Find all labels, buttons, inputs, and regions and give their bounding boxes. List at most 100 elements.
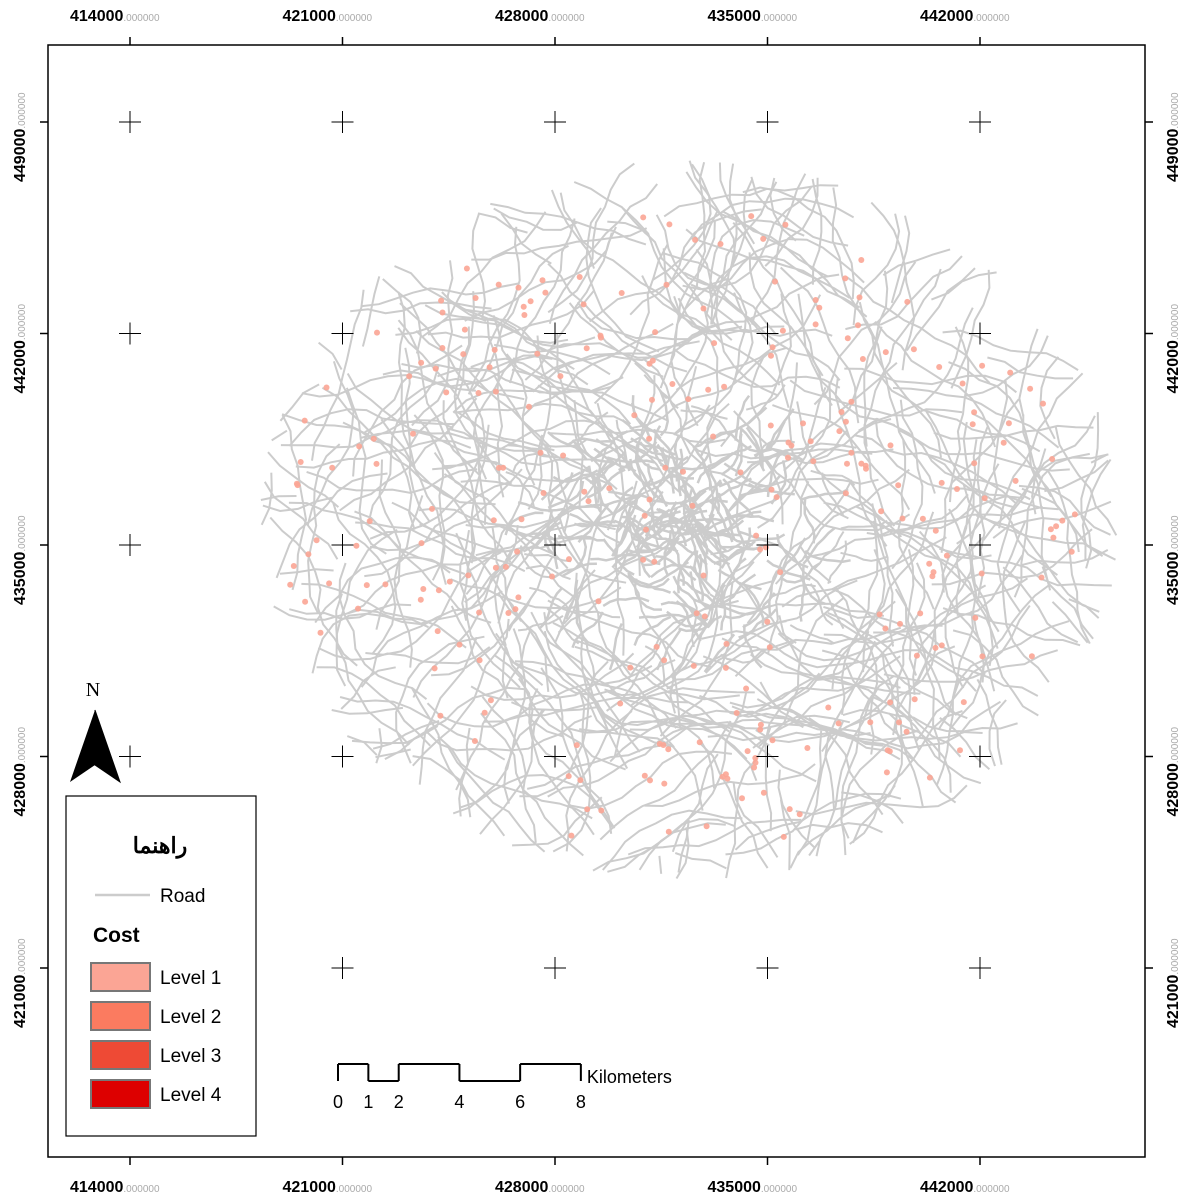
cost-point xyxy=(574,742,580,748)
tick-label: 442000.000000 xyxy=(920,1179,1010,1196)
cost-point xyxy=(816,305,822,311)
cost-point xyxy=(774,494,780,500)
cost-point xyxy=(927,775,933,781)
cost-point xyxy=(1039,575,1045,581)
cost-point xyxy=(768,353,774,359)
cost-point xyxy=(487,364,493,370)
cost-point xyxy=(843,490,849,496)
cost-point xyxy=(438,298,444,304)
cost-point xyxy=(291,563,297,569)
cost-point xyxy=(465,572,471,578)
tick-value: 449000 xyxy=(12,129,29,182)
legend-title: راهنما xyxy=(133,833,187,859)
cost-point xyxy=(666,221,672,227)
cost-point xyxy=(577,777,583,783)
cost-point xyxy=(979,653,985,659)
legend-swatch xyxy=(91,1002,150,1030)
cost-point xyxy=(760,236,766,242)
cost-point xyxy=(631,412,637,418)
tick-value: 428000 xyxy=(1165,763,1182,816)
tick-suffix: .000000 xyxy=(17,515,28,552)
cost-point xyxy=(936,364,942,370)
cost-point xyxy=(842,275,848,281)
cost-point xyxy=(1053,523,1059,529)
tick-value: 435000 xyxy=(708,8,761,25)
cost-point xyxy=(437,713,443,719)
cost-point xyxy=(355,606,361,612)
cost-point xyxy=(939,642,945,648)
cost-point xyxy=(752,755,758,761)
cost-point xyxy=(904,729,910,735)
cost-point xyxy=(515,594,521,600)
cost-point xyxy=(1006,420,1012,426)
cost-point xyxy=(584,345,590,351)
cost-point xyxy=(482,710,488,716)
cost-point xyxy=(887,699,893,705)
cost-point xyxy=(364,582,370,588)
cost-point xyxy=(505,610,511,616)
cost-point xyxy=(1040,401,1046,407)
cost-point xyxy=(598,335,604,341)
cost-point xyxy=(858,257,864,263)
cost-point xyxy=(598,808,604,814)
cost-point xyxy=(1001,440,1007,446)
cost-point xyxy=(896,719,902,725)
cost-point xyxy=(500,465,506,471)
tick-suffix: .000000 xyxy=(548,1184,585,1195)
tick-value: 428000 xyxy=(12,763,29,816)
tick-suffix: .000000 xyxy=(1170,938,1181,975)
cost-point xyxy=(931,569,937,575)
cost-point xyxy=(979,571,985,577)
tick-value: 435000 xyxy=(708,1179,761,1196)
cost-point xyxy=(439,345,445,351)
cost-point xyxy=(785,455,791,461)
cost-point xyxy=(751,765,757,771)
cost-point xyxy=(933,645,939,651)
tick-label: 414000.000000 xyxy=(70,1179,160,1196)
cost-point xyxy=(836,428,842,434)
cost-point xyxy=(642,773,648,779)
cost-point xyxy=(464,266,470,272)
cost-point xyxy=(433,366,439,372)
scale-label: 2 xyxy=(394,1092,404,1112)
cost-point xyxy=(566,556,572,562)
legend-label: Level 4 xyxy=(160,1085,222,1106)
cost-point xyxy=(314,537,320,543)
tick-suffix: .000000 xyxy=(1170,727,1181,764)
cost-point xyxy=(743,686,749,692)
tick-label: 421000.000000 xyxy=(283,1179,373,1196)
cost-point xyxy=(979,363,985,369)
cost-point xyxy=(305,551,311,557)
cost-point xyxy=(844,461,850,467)
cost-point xyxy=(860,356,866,362)
tick-label: 428000.000000 xyxy=(12,727,29,817)
cost-point xyxy=(808,438,814,444)
cost-point xyxy=(596,598,602,604)
cost-point xyxy=(777,569,783,575)
legend: راهنما Road Cost Level 1Level 2Level 3Le… xyxy=(66,796,256,1136)
scale-unit: Kilometers xyxy=(587,1067,672,1087)
cost-point xyxy=(584,806,590,812)
cost-point xyxy=(757,727,763,733)
scale-label: 6 xyxy=(515,1092,525,1112)
cost-point xyxy=(371,436,377,442)
tick-label: 442000.000000 xyxy=(1165,304,1182,394)
tick-value: 442000 xyxy=(12,340,29,393)
cost-point xyxy=(662,465,668,471)
cost-point xyxy=(800,420,806,426)
cost-point xyxy=(761,790,767,796)
cost-point xyxy=(443,389,449,395)
tick-suffix: .000000 xyxy=(336,13,373,24)
map: 414000.000000414000.000000421000.0000004… xyxy=(0,0,1186,1196)
cost-point xyxy=(526,404,532,410)
cost-point xyxy=(581,489,587,495)
cost-point xyxy=(534,351,540,357)
tick-value: 435000 xyxy=(12,552,29,605)
tick-label: 421000.000000 xyxy=(283,8,373,25)
tick-suffix: .000000 xyxy=(336,1184,373,1195)
tick-suffix: .000000 xyxy=(123,1184,160,1195)
cost-point xyxy=(711,340,717,346)
cost-point xyxy=(440,310,446,316)
cost-point xyxy=(825,705,831,711)
cost-point xyxy=(302,599,308,605)
